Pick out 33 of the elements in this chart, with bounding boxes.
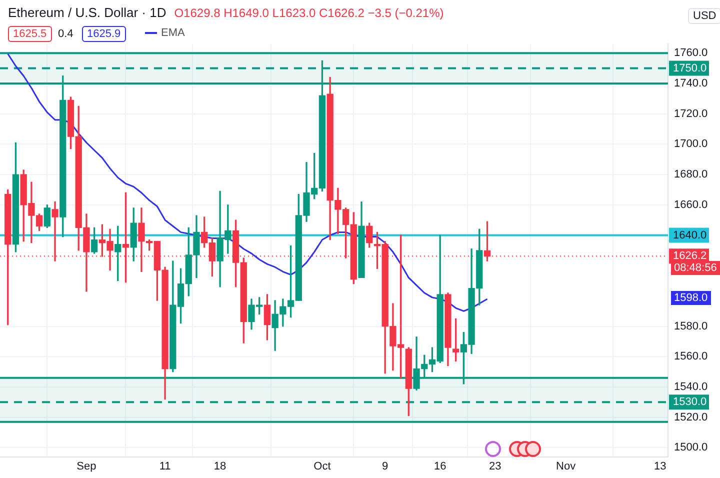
y-tick-label: 1520.0 [674,411,708,424]
text: USD [688,8,720,24]
y-tick-label: 1500.0 [674,442,708,454]
y-tick-label: 1560.0 [674,350,708,363]
x-tick-label: 23 [488,460,502,472]
chart-title: Ethereum / U.S. Dollar · 1D [8,5,166,20]
y-tick-label: 1680.0 [674,168,708,181]
y-tick-label: 1760.0 [674,47,708,60]
x-tick-label: Sep [76,460,96,472]
x-tick-label: 13 [654,460,666,472]
y-tick-label: 1660.0 [674,198,708,211]
ref-line-label: 1626.2 [673,250,707,262]
text: 1598.0 [671,291,711,305]
ref-line-label: 1530.0 [673,396,707,408]
legend-label: EMA [161,27,185,39]
y-tick-label: 1740.0 [674,77,708,90]
y-tick-label: 1540.0 [674,381,708,394]
x-tick-label: 16 [434,460,446,472]
x-tick-label: Nov [556,460,576,472]
x-tick-label: 11 [159,460,171,472]
y-tick-label: 1700.0 [674,138,708,150]
chart-subtitle: O1629.8 H1649.0 L1623.0 C1626.2 −3.5 (−0.21%) [174,6,444,20]
text: 0.4 [58,28,74,40]
y-tick-label: 1580.0 [674,320,708,332]
text: 1625.9 [82,26,126,42]
x-tick-label: Oct [314,460,331,472]
ref-line-label: 1750.0 [673,62,707,74]
x-tick-label: 9 [382,460,388,472]
x-tick-label: 18 [214,460,226,472]
text: 08:48:56 [671,261,720,275]
y-tick-label: 1720.0 [674,108,708,120]
text: 1625.5 [8,26,52,42]
ref-line-label: 1640.0 [673,229,707,242]
